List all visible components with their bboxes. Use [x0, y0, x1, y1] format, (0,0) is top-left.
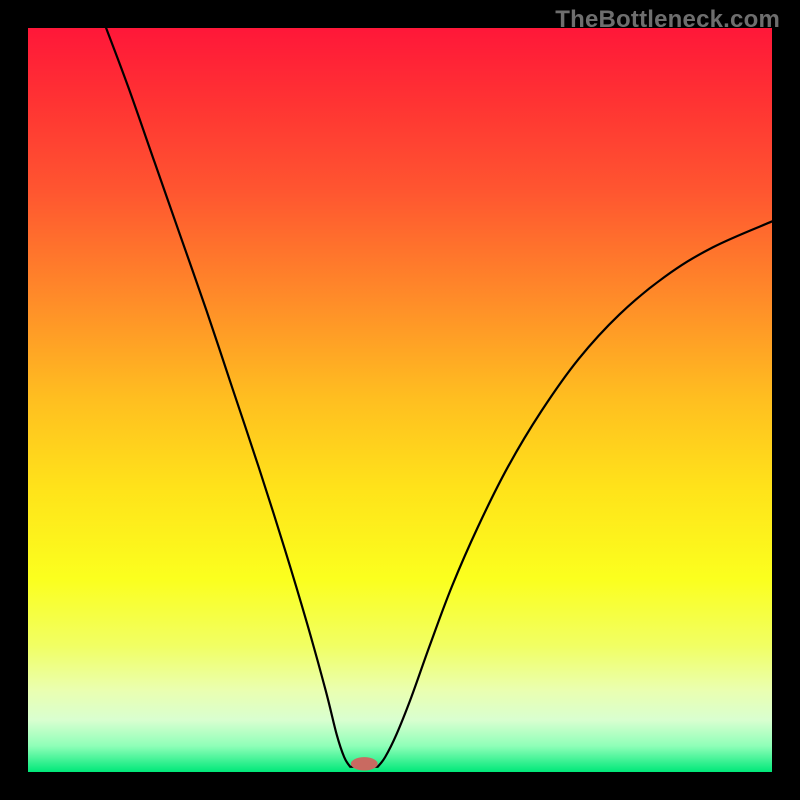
minimum-marker	[351, 757, 378, 770]
plot-area	[28, 28, 772, 772]
figure-root: TheBottleneck.com	[0, 0, 800, 800]
watermark-text: TheBottleneck.com	[555, 6, 780, 34]
plot-gradient-bg	[28, 28, 772, 772]
plot-svg	[28, 28, 772, 772]
